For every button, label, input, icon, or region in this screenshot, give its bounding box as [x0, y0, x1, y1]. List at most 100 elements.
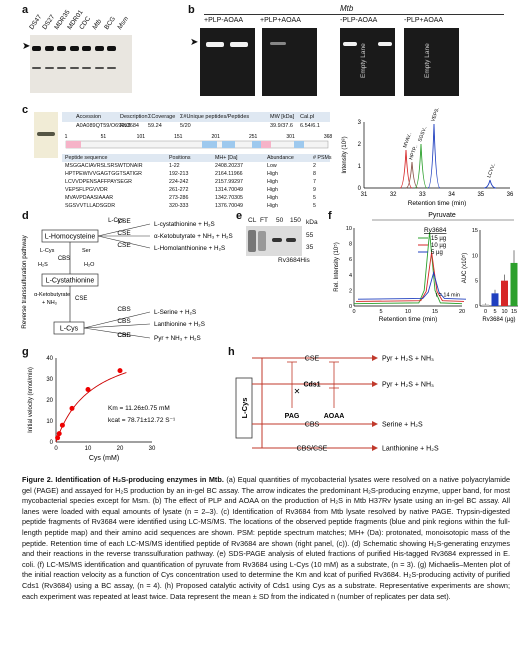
- g-data-point: [59, 422, 65, 428]
- panel-c-header: Cal.pI: [300, 114, 315, 120]
- table-cell: Low: [267, 163, 277, 169]
- table-cell: 2164.11966: [215, 171, 243, 177]
- auc-x-tick: 0: [484, 309, 487, 315]
- panel-a-band: [107, 67, 116, 69]
- table-cell: HPTPEWIVVGAGTGGTSATIGR: [65, 171, 143, 177]
- panel-c-pep-header-row: [62, 154, 330, 162]
- table-row: SGSVVTLLADSGDR 320-333 1376.70049 High 5: [62, 202, 340, 210]
- h-cys-label: L-Cys: [240, 398, 249, 419]
- panel-d-term: + NH₃: [42, 300, 57, 306]
- g-y-tick: 20: [46, 398, 53, 404]
- pathway-arrow: [83, 311, 151, 329]
- panel-c-summary-cell: Rv3684: [120, 123, 139, 129]
- panel-c-header: Description: [120, 114, 148, 120]
- chrom-peak: [483, 179, 497, 189]
- panel-label-d: d: [22, 210, 29, 222]
- panel-b-bracket: [204, 14, 504, 15]
- auc-x-tick: 5: [493, 309, 496, 315]
- auc-x-tick: 15: [511, 309, 517, 315]
- panel-c-ruler-label: 101: [137, 134, 146, 140]
- panel-c-chromatogram: 31 32 33 34 35 36 0 1 2 3 Retention time (min) Inte…: [341, 108, 514, 207]
- chrom-peak-label: SGSV..: [417, 125, 428, 142]
- panel-e-gel: [246, 226, 302, 256]
- caption-body: (a) Equal quantities of mycobacterial ly…: [22, 475, 511, 601]
- h-product: Pyr + H₂S + NH₃: [382, 382, 434, 389]
- chrom-y-tick: 3: [358, 120, 362, 126]
- auc-y-tick: 15: [472, 228, 478, 234]
- panel-d-product: Pyr + NH₃ + H₂S: [154, 335, 201, 342]
- auc-y-label: AUC (x10⁵): [461, 253, 468, 284]
- panel-b-title: Mtb: [340, 4, 354, 13]
- chrom-y-tick: 1: [358, 164, 362, 170]
- table-cell: 2: [313, 163, 316, 169]
- panel-b-empty-lane-1: Empty Lane: [360, 43, 367, 78]
- panel-c-coverage-map: 1 51 101 151 201 251 301 368: [65, 134, 332, 149]
- f-y-tick: 4: [349, 273, 352, 279]
- chrom-x-tick: 32: [390, 192, 397, 198]
- table-cell: High: [267, 179, 278, 185]
- panel-b-group-3: -PLP-AOAA: [340, 17, 378, 24]
- g-fit-curve: [55, 372, 127, 443]
- table-cell: 192-213: [169, 171, 189, 177]
- panel-a-band: [94, 46, 104, 51]
- panel-c-summary-cell: 59.24: [148, 123, 162, 129]
- f-x-tick: 5: [379, 309, 382, 315]
- table-cell: 224-242: [169, 179, 189, 185]
- panel-label-f: f: [328, 210, 332, 222]
- table-row: VEPSFLPGVVDR 261-272 1314.70049 High 9: [62, 186, 340, 194]
- chrom-peak: [405, 161, 419, 189]
- panel-c-gel: [34, 112, 58, 158]
- g-data-point: [55, 435, 61, 441]
- panel-a-band: [57, 46, 66, 51]
- h-product: Pyr + H₂S + NH₃: [382, 356, 434, 363]
- chrom-peak: [414, 143, 428, 189]
- h-inhibitor-pag: PAG: [285, 413, 300, 420]
- panel-c-ruler-label: 368: [324, 134, 332, 140]
- g-data-point: [56, 431, 62, 437]
- panel-d-term: H₂O: [84, 262, 95, 268]
- panel-label-a: a: [22, 4, 29, 16]
- auc-x-label: Rv3684 (µg): [482, 317, 515, 323]
- table-cell: Positions: [169, 155, 191, 161]
- h-arrowhead: [372, 355, 378, 361]
- table-cell: 261-272: [169, 187, 189, 193]
- caption-title: Figure 2. Identification of H₂S-producin…: [22, 475, 227, 484]
- panel-c-peptide-header: Peptide sequence Positions MH+ [Da] Abundan…: [62, 154, 340, 162]
- panel-a-band: [44, 67, 54, 69]
- table-cell: High: [267, 195, 278, 201]
- panel-c-summary-cell: A0A089QT59/O69652: [76, 123, 131, 129]
- chrom-x-tick: 31: [361, 192, 368, 198]
- panel-b-group-1: +PLP-AOAA: [204, 17, 244, 24]
- panel-a-band: [107, 46, 116, 51]
- panel-label-g: g: [22, 346, 29, 358]
- panel-b-gel-3: Empty Lane: [340, 28, 395, 96]
- panel-a-band: [94, 67, 104, 69]
- f-legend-label: 5 µg: [431, 250, 443, 256]
- auc-bar: [501, 280, 508, 306]
- node-cystathionine-label: L-Cystathionine: [46, 278, 95, 285]
- table-row: MVAVPDAASIAAAR 273-286 1342.70305 High 5: [62, 194, 340, 202]
- chrom-x-tick: 36: [507, 192, 514, 198]
- panel-d-product: L-cystathionine + H₂S: [154, 221, 215, 228]
- table-cell: MVAVPDAASIAAAR: [65, 195, 114, 201]
- panel-a-band: [69, 67, 79, 69]
- g-x-label: Cys (mM): [89, 455, 119, 462]
- g-x-tick: 0: [54, 446, 58, 452]
- pathway-arrow: [83, 327, 151, 339]
- table-cell: 5: [313, 203, 316, 209]
- node-homocysteine-label: L-Homocysteine: [45, 234, 96, 241]
- h-enzyme: Cds1: [303, 382, 320, 389]
- arrow-icon: ➤: [22, 41, 31, 52]
- panel-a-band: [69, 46, 79, 51]
- auc-bar: [482, 304, 489, 306]
- pathway-arrow: [97, 223, 151, 237]
- f-y-label: Rel. Intensity (10⁵): [333, 242, 340, 292]
- h-arrowhead: [372, 445, 378, 451]
- chrom-x-label: Retention time (min): [408, 200, 467, 207]
- panel-d-product: Lanthionine + H₂S: [154, 321, 205, 328]
- table-cell: 7: [313, 179, 316, 185]
- h-enzyme: CBS: [305, 422, 320, 429]
- panel-d-product: α-Ketobutyrate + NH₃ + H₂S: [154, 233, 233, 240]
- panel-d-enzyme: CBS: [117, 332, 131, 339]
- panel-c-summary-cell: 5/20: [180, 123, 191, 129]
